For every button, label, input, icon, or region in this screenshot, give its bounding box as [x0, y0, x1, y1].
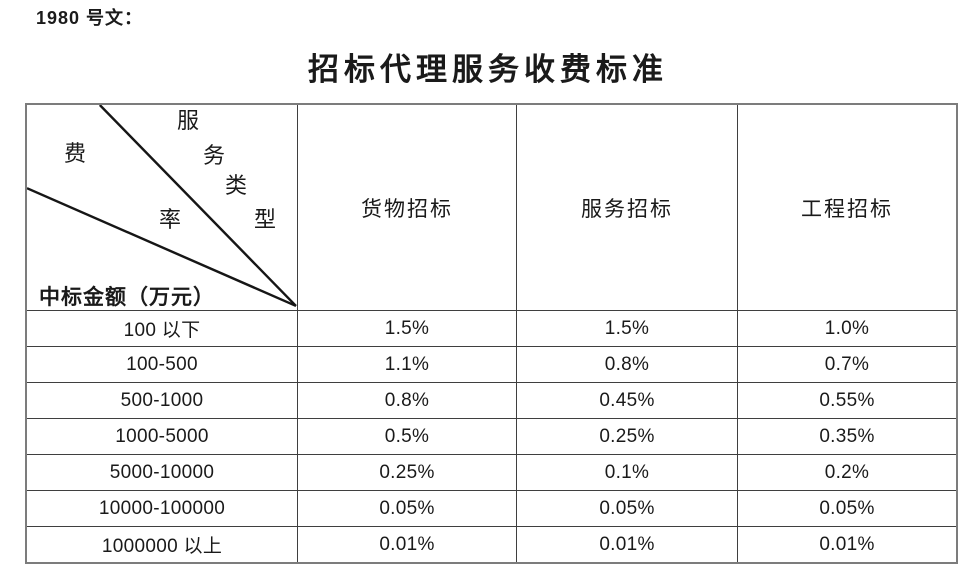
corner-label-service-type-char: 务 — [203, 143, 226, 168]
works-rate-cell: 0.35% — [737, 418, 958, 455]
amount-range-cell: 500-1000 — [25, 382, 298, 419]
services-rate-cell: 0.05% — [516, 490, 738, 527]
amount-range-cell: 100-500 — [25, 346, 298, 383]
goods-rate-cell: 0.5% — [297, 418, 517, 455]
services-rate-cell: 0.8% — [516, 346, 738, 383]
works-rate-cell: 0.2% — [737, 454, 958, 491]
works-rate-cell: 0.01% — [737, 526, 958, 564]
table-row: 100-500 1.1% 0.8% 0.7% — [25, 346, 958, 383]
services-rate-cell: 0.01% — [516, 526, 738, 564]
diagonal-line-lower — [27, 187, 297, 308]
diagonal-lines — [27, 105, 297, 308]
services-rate-cell: 0.45% — [516, 382, 738, 419]
table-row: 1000-5000 0.5% 0.25% 0.35% — [25, 418, 958, 455]
goods-rate-cell: 0.25% — [297, 454, 517, 491]
amount-range-cell: 1000-5000 — [25, 418, 298, 455]
amount-range-cell: 1000000 以上 — [25, 526, 298, 564]
doc-reference-label: 1980 号文： — [36, 8, 144, 28]
amount-range-cell: 10000-100000 — [25, 490, 298, 527]
corner-label-fee-rate-char: 率 — [159, 207, 182, 232]
corner-label-fee-rate-char: 费 — [64, 141, 87, 166]
corner-label-service-type-char: 服 — [177, 108, 200, 133]
works-rate-cell: 0.05% — [737, 490, 958, 527]
page-title: 招标代理服务收费标准 — [308, 52, 668, 87]
corner-label-bid-amount: 中标金额（万元） — [39, 285, 215, 309]
header-row: 服 务 类 型 费 率 中标金额（万元） 货物招标 服务招标 工程招标 — [25, 103, 958, 311]
diagonal-line-upper — [98, 105, 297, 307]
corner-label-service-type-char: 型 — [254, 207, 277, 232]
goods-rate-cell: 1.1% — [297, 346, 517, 383]
amount-range-cell: 100 以下 — [25, 310, 298, 347]
goods-rate-cell: 1.5% — [297, 310, 517, 347]
column-header-services: 服务招标 — [516, 103, 738, 311]
table-row: 10000-100000 0.05% 0.05% 0.05% — [25, 490, 958, 527]
goods-rate-cell: 0.05% — [297, 490, 517, 527]
column-header-works: 工程招标 — [737, 103, 958, 311]
table-row: 100 以下 1.5% 1.5% 1.0% — [25, 310, 958, 347]
amount-range-cell: 5000-10000 — [25, 454, 298, 491]
services-rate-cell: 0.1% — [516, 454, 738, 491]
services-rate-cell: 1.5% — [516, 310, 738, 347]
table-row: 5000-10000 0.25% 0.1% 0.2% — [25, 454, 958, 491]
corner-label-service-type-char: 类 — [225, 173, 248, 198]
table-row: 1000000 以上 0.01% 0.01% 0.01% — [25, 526, 958, 564]
diagonal-header-cell: 服 务 类 型 费 率 中标金额（万元） — [25, 103, 298, 311]
fee-standard-table: 服 务 类 型 费 率 中标金额（万元） 货物招标 服务招标 工程招标 100 … — [25, 103, 958, 564]
column-header-goods: 货物招标 — [297, 103, 517, 311]
works-rate-cell: 0.55% — [737, 382, 958, 419]
table-row: 500-1000 0.8% 0.45% 0.55% — [25, 382, 958, 419]
services-rate-cell: 0.25% — [516, 418, 738, 455]
works-rate-cell: 0.7% — [737, 346, 958, 383]
goods-rate-cell: 0.01% — [297, 526, 517, 564]
works-rate-cell: 1.0% — [737, 310, 958, 347]
goods-rate-cell: 0.8% — [297, 382, 517, 419]
